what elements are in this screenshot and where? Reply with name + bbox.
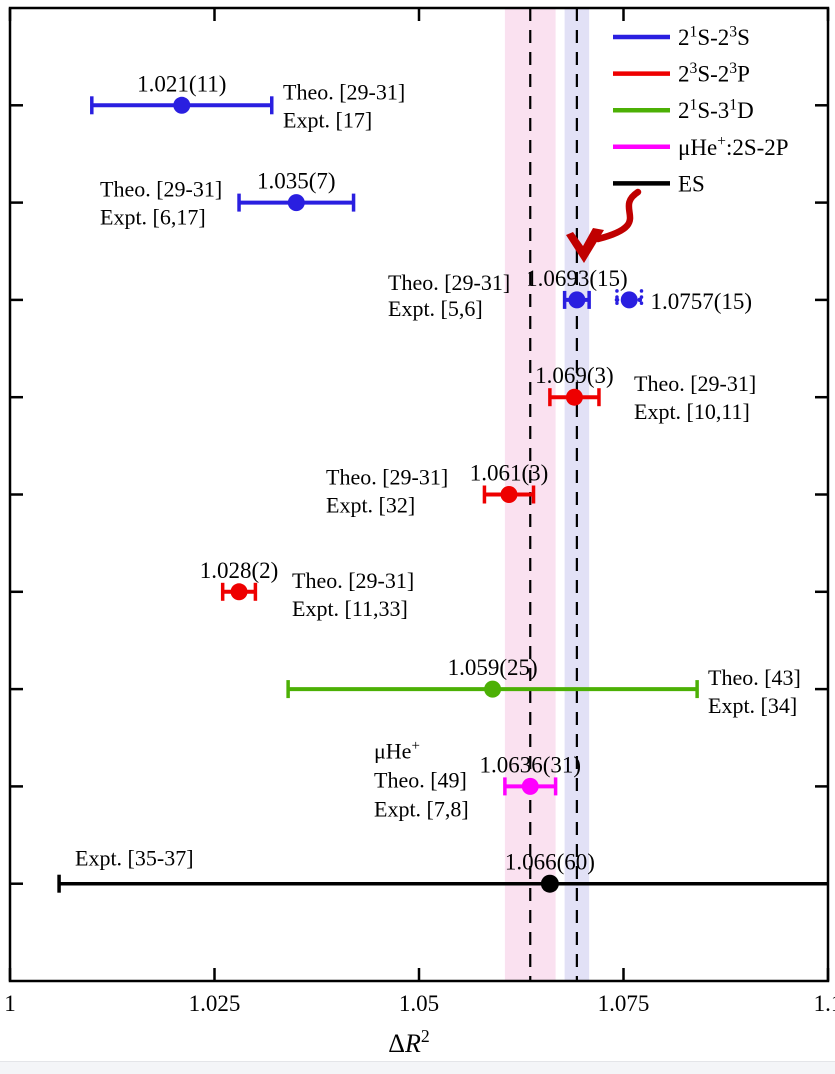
x-axis-label: ΔR2	[388, 1026, 429, 1058]
data-marker-9	[540, 874, 559, 893]
value-label-2: 1.0693(15)	[526, 266, 628, 291]
data-marker-6	[230, 583, 248, 601]
data-marker-0	[173, 96, 191, 114]
ref-label-2-0: Theo. [29-31]	[388, 270, 510, 295]
value-label-9: 1.066(60)	[505, 850, 595, 875]
page-bottom-strip	[0, 1061, 835, 1074]
ref-label-4-0: Theo. [29-31]	[634, 371, 756, 396]
ref-label-1-1: Expt. [6,17]	[100, 205, 206, 230]
ref-label-4-1: Expt. [10,11]	[634, 399, 750, 424]
legend-label-4: ES	[678, 171, 705, 196]
value-label-0: 1.021(11)	[137, 71, 226, 96]
value-label-8: 1.0636(31)	[479, 752, 581, 777]
data-marker-1	[287, 194, 305, 212]
data-marker-7	[484, 680, 502, 698]
x-tick-label-0: 1	[4, 991, 16, 1016]
ref-label-8-1: Theo. [49]	[374, 767, 467, 792]
legend-label-3: μHe+:2S-2P	[678, 133, 789, 160]
ref-label-0-1: Expt. [17]	[283, 107, 372, 132]
legend-label-1: 23S-23P	[678, 60, 750, 87]
ref-label-6-1: Expt. [11,33]	[292, 596, 408, 621]
ref-label-5-1: Expt. [32]	[326, 493, 415, 518]
value-label-6: 1.028(2)	[200, 558, 279, 583]
data-marker-2	[568, 291, 586, 309]
ref-label-6-0: Theo. [29-31]	[292, 568, 414, 593]
value-label-7: 1.059(25)	[448, 655, 538, 680]
data-marker-4	[565, 388, 583, 406]
x-tick-label-1: 1.025	[189, 991, 241, 1016]
annotation-arrow-tail	[594, 188, 642, 243]
data-marker-3	[620, 291, 638, 309]
legend-label-0: 21S-23S	[678, 23, 750, 50]
ref-label-7-0: Theo. [43]	[708, 665, 801, 690]
ref-label-1-0: Theo. [29-31]	[100, 177, 222, 202]
ref-label-9-0: Expt. [35-37]	[75, 846, 194, 871]
value-label-3: 1.0757(15)	[650, 289, 752, 314]
ref-label-8-2: Expt. [7,8]	[374, 796, 469, 821]
value-label-1: 1.035(7)	[257, 169, 336, 194]
data-marker-8	[521, 777, 539, 795]
x-tick-label-2: 1.05	[399, 991, 439, 1016]
ref-label-7-1: Expt. [34]	[708, 693, 797, 718]
data-marker-5	[500, 486, 518, 503]
x-tick-label-4: 1.1	[814, 991, 835, 1016]
value-label-4: 1.069(3)	[535, 363, 614, 388]
value-label-5: 1.061(3)	[470, 461, 549, 486]
ref-label-0-0: Theo. [29-31]	[283, 79, 405, 104]
annotation-arrow-head	[566, 228, 604, 263]
legend-label-2: 21S-31D	[678, 96, 754, 123]
ref-label-8-0: μHe+	[374, 738, 420, 763]
ref-label-2-1: Expt. [5,6]	[388, 296, 483, 321]
ref-label-5-0: Theo. [29-31]	[326, 465, 448, 490]
x-tick-label-3: 1.075	[598, 991, 650, 1016]
